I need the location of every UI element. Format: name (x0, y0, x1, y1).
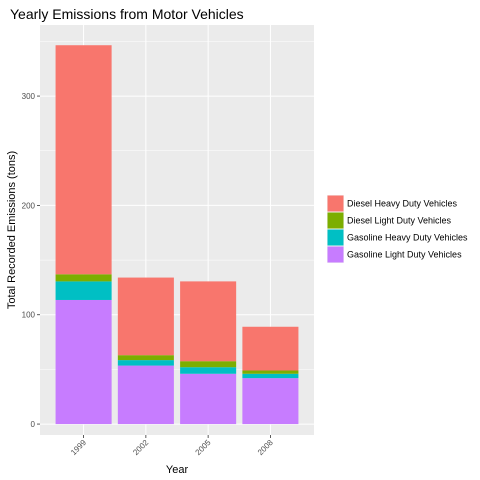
legend-swatch (327, 229, 344, 246)
bar-segment (242, 378, 299, 425)
bars (55, 45, 299, 425)
bar-segment (180, 281, 237, 362)
bar-segment (55, 299, 112, 425)
y-axis: 0 100 200 300 (22, 92, 40, 429)
x-tick-label: 2008 (256, 438, 275, 457)
y-tick-label: 0 (31, 420, 36, 429)
y-tick-label: 200 (22, 201, 36, 210)
bar-segment (242, 326, 299, 371)
bar-segment (180, 367, 237, 374)
legend-swatch (327, 246, 344, 263)
y-tick-label: 300 (22, 92, 36, 101)
bar-segment (117, 277, 174, 356)
bar-segment (117, 365, 174, 425)
x-tick-label: 2002 (131, 438, 150, 457)
legend-swatch (327, 195, 344, 212)
y-tick-label: 100 (22, 311, 36, 320)
x-tick-label: 2005 (194, 438, 213, 457)
x-tick-label: 1999 (69, 438, 88, 457)
bar-segment (55, 274, 112, 282)
bar-segment (180, 373, 237, 425)
bar-segment (55, 45, 112, 275)
bar-segment (180, 361, 237, 368)
bar-segment (55, 281, 112, 300)
x-axis: 1999 2002 2005 2008 (69, 435, 275, 457)
bar-segment (117, 355, 174, 361)
legend-swatch (327, 212, 344, 229)
y-axis-title: Total Recorded Emissions (tons) (6, 151, 18, 309)
x-axis-title: Year (166, 464, 189, 476)
legend-label: Gasoline Light Duty Vehicles (347, 250, 462, 260)
legend-label: Diesel Heavy Duty Vehicles (347, 199, 458, 209)
legend-label: Diesel Light Duty Vehicles (347, 216, 452, 226)
bar-segment (117, 360, 174, 366)
legend-label: Gasoline Heavy Duty Vehicles (347, 233, 468, 243)
chart-title: Yearly Emissions from Motor Vehicles (10, 6, 244, 22)
bar-segment (242, 373, 299, 379)
bar-segment (242, 370, 299, 374)
legend: Diesel Heavy Duty Vehicles Diesel Light D… (327, 195, 468, 263)
